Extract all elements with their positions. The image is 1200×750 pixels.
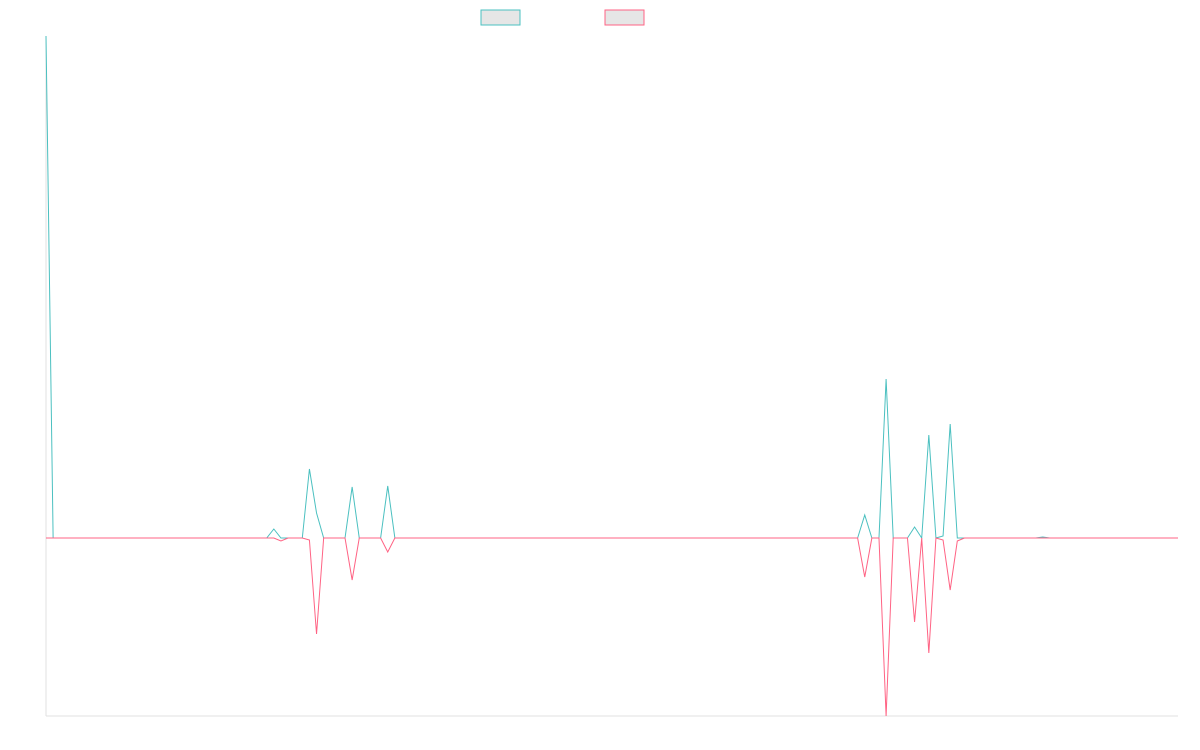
series-line bbox=[46, 537, 1178, 717]
legend-swatch bbox=[604, 9, 645, 26]
series-line bbox=[45, 35, 1178, 540]
legend-swatch bbox=[480, 9, 521, 26]
